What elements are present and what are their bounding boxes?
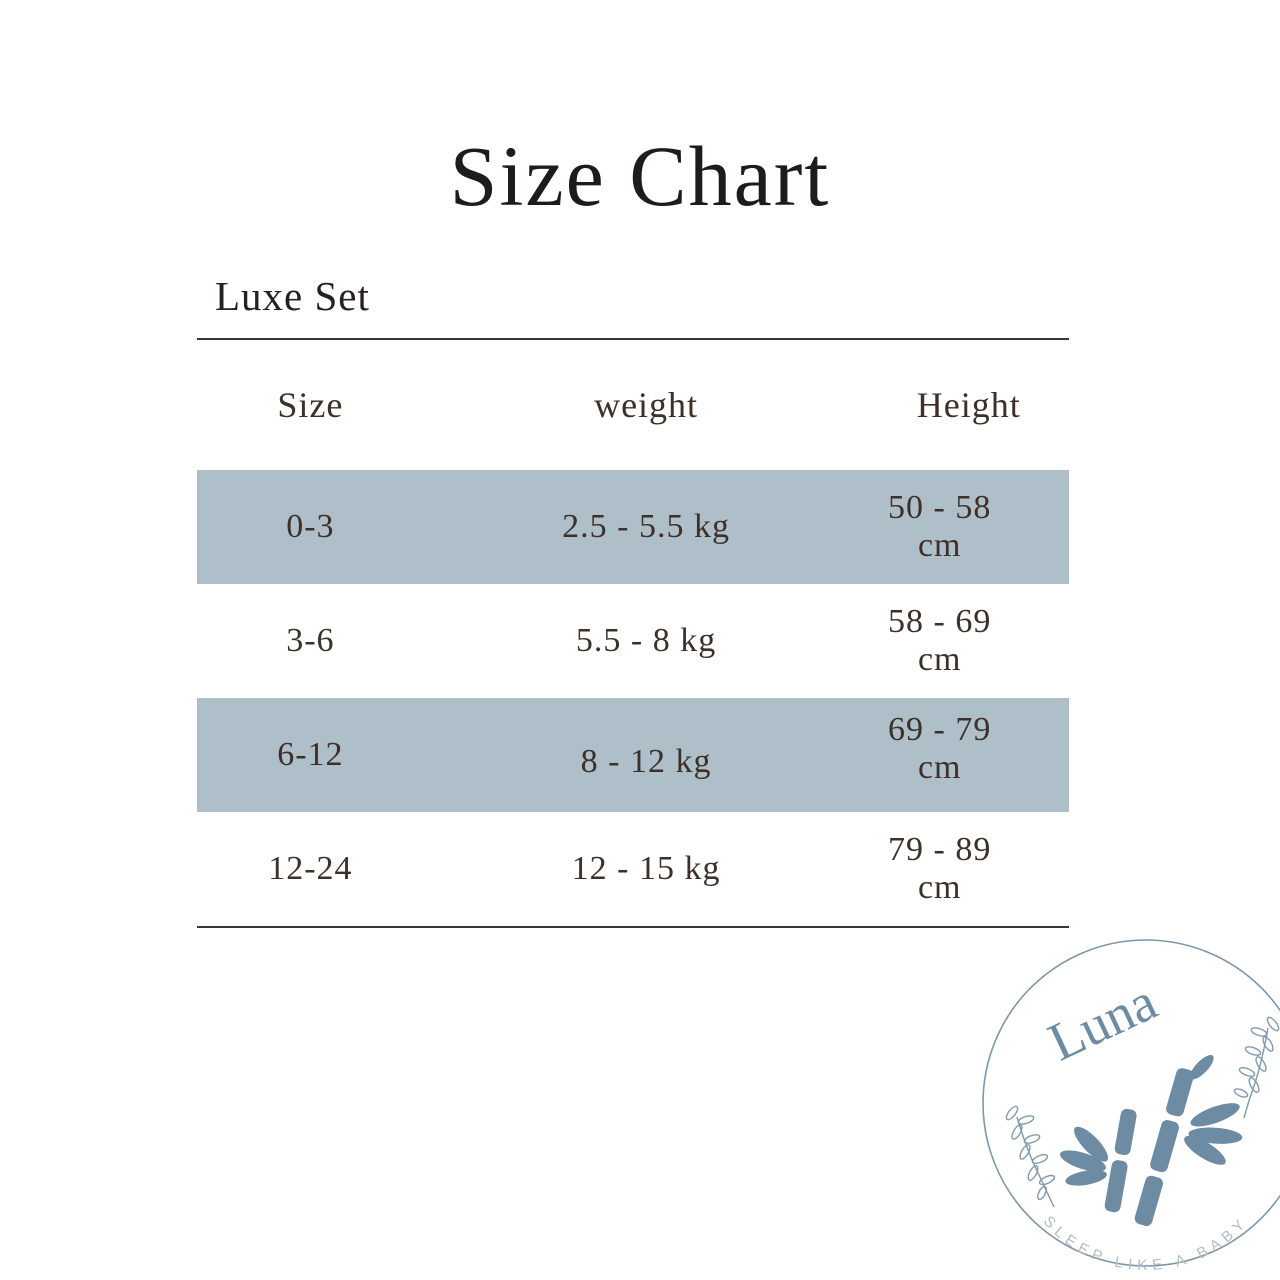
cell-size: 12-24	[268, 850, 353, 887]
header-size: Size	[277, 385, 344, 425]
cell-height: 79 - 89 cm	[888, 831, 992, 906]
sprig-leaves	[1233, 1016, 1280, 1098]
size-chart-table: Luxe Set Size weight Height 0-3 2.5 - 5.…	[197, 272, 1069, 928]
bottom-rule-line	[197, 926, 1069, 928]
logo-circle	[982, 939, 1280, 1267]
cell-height: 58 - 69 cm	[888, 603, 992, 678]
set-name-label: Luxe Set	[215, 273, 370, 319]
cell-size: 0-3	[286, 508, 335, 545]
brand-wordmark: Luna	[1039, 971, 1165, 1072]
right-sprig-icon	[1233, 1016, 1280, 1119]
cell-height: 50 - 58 cm	[888, 489, 992, 564]
table-row: 3-6 5.5 - 8 kg 58 - 69 cm	[197, 584, 1069, 698]
page-title: Size Chart	[449, 128, 831, 224]
bamboo-icon	[1060, 1055, 1243, 1226]
top-rule-line	[197, 338, 1069, 340]
table-header-row: Size weight Height	[197, 340, 1069, 470]
cell-weight: 2.5 - 5.5 kg	[562, 508, 730, 545]
header-weight: weight	[594, 385, 699, 425]
luna-brand-logo: Luna	[982, 939, 1280, 1274]
cell-weight: 8 - 12 kg	[580, 743, 712, 780]
table-row: 0-3 2.5 - 5.5 kg 50 - 58 cm	[197, 470, 1069, 584]
table-row: 12-24 12 - 15 kg 79 - 89 cm	[197, 812, 1069, 926]
left-sprig-icon	[1005, 1105, 1056, 1208]
cell-height: 69 - 79 cm	[888, 711, 992, 786]
cell-weight: 5.5 - 8 kg	[575, 622, 717, 659]
cell-weight: 12 - 15 kg	[571, 850, 721, 887]
table-row: 6-12 8 - 12 kg 69 - 79 cm	[197, 698, 1069, 812]
cell-size: 3-6	[286, 622, 335, 659]
sprig-leaves	[1005, 1105, 1056, 1201]
cell-size: 6-12	[277, 736, 344, 773]
header-height: Height	[916, 385, 1021, 425]
